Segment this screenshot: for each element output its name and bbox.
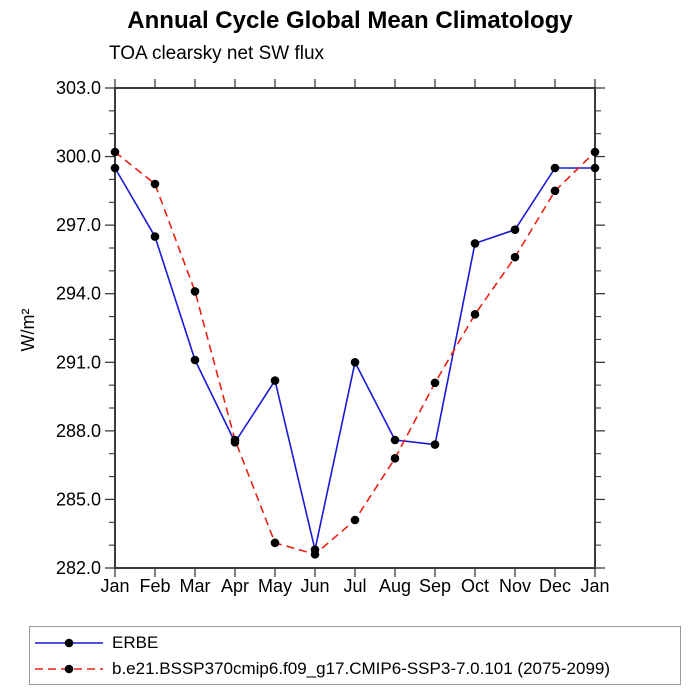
plot-frame [114,87,596,569]
erbe-data-point-marker [270,376,280,385]
model-data-point-marker [470,309,480,319]
model-data-point-marker [550,186,560,196]
model-data-point-marker [350,515,360,525]
erbe-data-point-marker [430,440,440,449]
erbe-data-point-marker [350,357,360,367]
y-tick-label: 300.0 [56,147,101,167]
series-model-line [114,151,596,556]
legend-sample-model-line [35,664,103,673]
x-tick-label: Apr [221,576,249,596]
x-tick-label: Aug [379,576,411,596]
y-tick-label: 297.0 [56,215,101,235]
x-tick-label: Nov [499,576,531,596]
erbe-data-point-marker [150,232,160,241]
model-data-point-marker [390,453,400,463]
model-data-point-marker [510,252,520,262]
x-tick-label: Sep [419,576,451,596]
model-data-point-marker [110,147,120,157]
chart-subtitle: TOA clearsky net SW flux [109,43,325,64]
y-tick-label: 303.0 [56,78,101,98]
erbe-data-point-marker [110,163,120,173]
y-tick-label: 291.0 [56,352,101,372]
y-axis-label: W/m² [18,309,38,352]
chart-title: Annual Cycle Global Mean Climatology [127,7,573,34]
model-data-point-marker [310,549,320,559]
model-data-point-marker [230,435,240,445]
x-tick-label: Feb [139,576,170,596]
x-tick-label: Mar [180,576,211,596]
model-data-point-marker [590,147,600,157]
y-tick-label: 288.0 [56,421,101,441]
model-data-point-marker [270,538,280,548]
model-data-point-marker [430,378,440,388]
model-data-point-marker [150,179,160,189]
erbe-data-point-marker [190,355,200,365]
erbe-data-point-marker [470,239,480,248]
erbe-data-point-marker [550,163,560,173]
x-tick-label: May [258,576,292,596]
x-tick-label: Dec [539,576,571,596]
x-tick-label: Jul [343,576,366,596]
model-data-point-marker [190,287,200,296]
legend-label-erbe: ERBE [112,632,159,652]
legend-sample-erbe-line [35,638,103,647]
legend-entry-model: b.e21.BSSP370cmip6.f09_g17.CMIP6-SSP3-7.… [33,659,680,679]
y-tick-label: 285.0 [56,489,101,509]
legend-box: ERBE b.e21.BSSP370cmip6.f09_g17.CMIP6-SS… [29,626,681,685]
erbe-data-point-marker [590,163,600,173]
legend-label-model: b.e21.BSSP370cmip6.f09_g17.CMIP6-SSP3-7.… [112,658,611,678]
x-tick-label: Jun [300,576,329,596]
x-tick-label: Jan [100,576,129,596]
y-tick-label: 294.0 [56,284,101,304]
x-tick-label: Jan [580,576,609,596]
x-tick-label: Oct [461,576,489,596]
legend-entry-erbe: ERBE [33,633,680,653]
erbe-data-point-marker [510,225,520,235]
erbe-data-point-marker [390,435,400,445]
y-tick-label: 282.0 [56,558,101,578]
